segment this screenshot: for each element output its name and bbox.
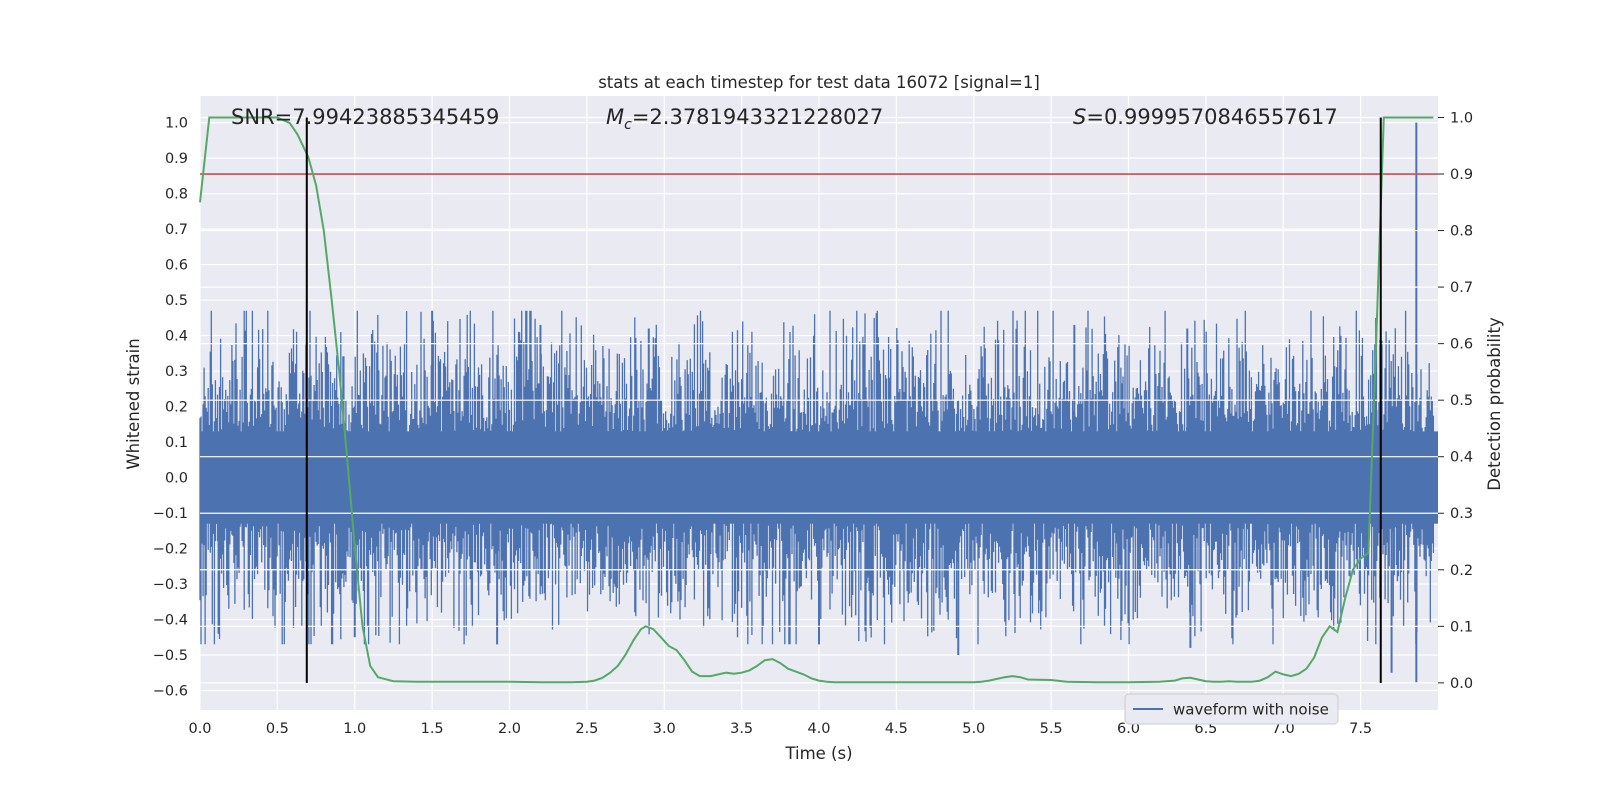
- x-tick-label: 5.5: [1040, 721, 1063, 737]
- y-right-tick-label: 0.7: [1450, 280, 1473, 296]
- chirp-mass-value: =2.3781943321228027: [632, 105, 883, 129]
- x-tick-label: 3.5: [730, 721, 753, 737]
- y-left-tick-label: 0.5: [165, 293, 188, 309]
- x-tick-label: 6.0: [1117, 721, 1140, 737]
- x-axis-ticks: 0.0 0.5 1.0 1.5 2.0 2.5 3.0 3.5 4.0 4.5 5.0 5.5 6.0 6…: [188, 721, 1372, 737]
- y-right-tick-label: 0.9: [1450, 167, 1473, 183]
- x-tick-label: 7.5: [1349, 721, 1372, 737]
- legend-label-waveform: waveform with noise: [1173, 701, 1329, 719]
- x-tick-label: 0.5: [266, 721, 289, 737]
- y-left-tick-label: 0.4: [165, 329, 188, 345]
- legend-box: [1124, 693, 1339, 725]
- x-tick-label: 5.0: [962, 721, 985, 737]
- y-right-tick-label: 0.4: [1450, 450, 1473, 466]
- y-right-tick-label: 0.5: [1450, 393, 1473, 409]
- x-axis-label: Time (s): [784, 744, 852, 763]
- x-tick-label: 3.0: [653, 721, 676, 737]
- x-tick-label: 2.0: [498, 721, 521, 737]
- x-tick-label: 7.0: [1272, 721, 1295, 737]
- y-left-tick-label: −0.1: [153, 506, 188, 522]
- x-tick-label: 2.5: [575, 721, 598, 737]
- y-left-tick-label: −0.6: [153, 683, 188, 699]
- y-left-tick-label: 0.6: [165, 258, 188, 274]
- legend: waveform with noise: [1124, 693, 1339, 725]
- y-left-tick-label: 0.1: [165, 435, 188, 451]
- y-left-tick-label: 0.9: [165, 151, 188, 167]
- detection-probability-series: [199, 116, 1434, 684]
- y-right-axis-ticks: 0.0 0.1 0.2 0.3 0.4 0.5 0.6 0.7 0.8 0.9 1.0: [1438, 110, 1473, 692]
- y-right-tick-label: 0.0: [1450, 676, 1473, 692]
- y-right-tick-label: 0.3: [1450, 506, 1473, 522]
- chart-title: stats at each timestep for test data 160…: [598, 73, 1040, 92]
- y-left-tick-label: −0.5: [153, 648, 188, 664]
- chirp-mass-subscript: c: [624, 117, 632, 133]
- y-left-tick-label: 0.7: [165, 222, 188, 238]
- y-left-tick-label: 0.8: [165, 187, 188, 203]
- y-left-tick-label: −0.3: [153, 577, 188, 593]
- right-axis-grid: [200, 116, 1438, 684]
- y-right-tick-label: 1.0: [1450, 110, 1473, 126]
- y-left-tick-label: 1.0: [165, 116, 188, 132]
- y-right-tick-label: 0.6: [1450, 337, 1473, 353]
- significance-value: =0.9999570846557617: [1086, 105, 1337, 129]
- y-left-axis-label: Whitened strain: [124, 338, 143, 469]
- y-left-tick-label: −0.4: [153, 612, 188, 628]
- y-left-tick-label: 0.3: [165, 364, 188, 380]
- y-left-axis-ticks: −0.6 −0.5 −0.4 −0.3 −0.2 −0.1 0.0 0.1 0.2 0.3 0.4 0…: [153, 116, 188, 700]
- waveform-series: [199, 122, 1438, 684]
- x-tick-label: 6.5: [1194, 721, 1217, 737]
- y-left-tick-label: 0.2: [165, 400, 188, 416]
- x-tick-label: 1.5: [421, 721, 444, 737]
- significance-annotation: S=0.9999570846557617: [1073, 105, 1338, 129]
- y-right-tick-label: 0.8: [1450, 224, 1473, 240]
- snr-annotation: SNR=7.99423885345459: [231, 105, 499, 129]
- detection-probability-line: [199, 116, 1434, 684]
- y-right-tick-label: 0.2: [1450, 563, 1473, 579]
- y-right-axis-label: Detection probability: [1485, 317, 1504, 491]
- chirp-mass-symbol: M: [606, 105, 624, 129]
- y-right-tick-label: 0.1: [1450, 619, 1473, 635]
- vertical-markers: [305, 117, 1382, 683]
- y-left-tick-label: 0.0: [165, 471, 188, 487]
- y-left-tick-label: −0.2: [153, 542, 188, 558]
- x-tick-label: 4.0: [807, 721, 830, 737]
- chirp-mass-annotation: Mc=2.3781943321228027: [606, 105, 883, 133]
- x-tick-label: 0.0: [188, 721, 211, 737]
- significance-symbol: S: [1073, 105, 1086, 129]
- waveform-line: [199, 310, 1435, 645]
- x-tick-label: 4.5: [885, 721, 908, 737]
- x-tick-label: 1.0: [343, 721, 366, 737]
